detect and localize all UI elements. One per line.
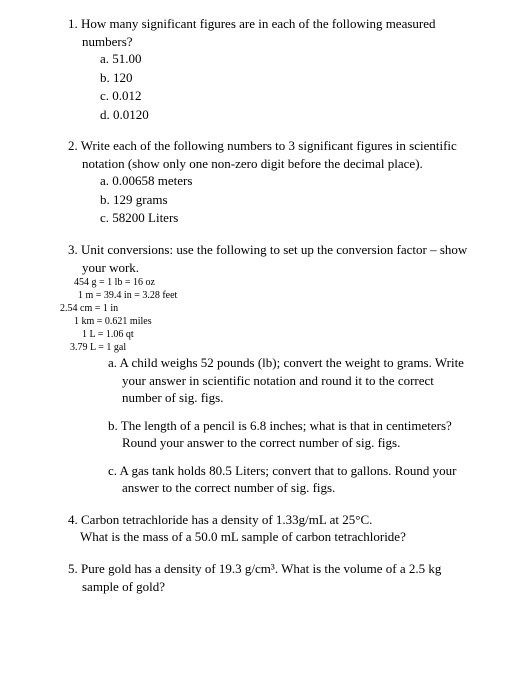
q1-d: d. 0.0120 (100, 106, 474, 124)
q2-subitems: a. 0.00658 meters b. 129 grams c. 58200 … (40, 172, 474, 227)
q1-a: a. 51.00 (100, 50, 474, 68)
q1-prompt: 1. How many significant figures are in e… (40, 15, 474, 50)
question-3: 3. Unit conversions: use the following t… (40, 241, 474, 497)
conv-2: 1 m = 39.4 in = 3.28 feet (60, 289, 474, 302)
conv-5: 1 L = 1.06 qt (60, 328, 474, 341)
q4-sub: What is the mass of a 50.0 mL sample of … (40, 528, 474, 546)
q3-prompt: 3. Unit conversions: use the following t… (40, 241, 474, 276)
q5-prompt: 5. Pure gold has a density of 19.3 g/cm³… (40, 560, 474, 595)
q2-b: b. 129 grams (100, 191, 474, 209)
question-4: 4. Carbon tetrachloride has a density of… (40, 511, 474, 546)
question-5: 5. Pure gold has a density of 19.3 g/cm³… (40, 560, 474, 595)
conversion-factors: 454 g = 1 lb = 16 oz 1 m = 39.4 in = 3.2… (40, 276, 474, 354)
q1-subitems: a. 51.00 b. 120 c. 0.012 d. 0.0120 (40, 50, 474, 123)
q4-prompt: 4. Carbon tetrachloride has a density of… (40, 511, 474, 529)
q2-a: a. 0.00658 meters (100, 172, 474, 190)
conv-4: 1 km = 0.621 miles (60, 315, 474, 328)
q3-a: a. A child weighs 52 pounds (lb); conver… (108, 354, 474, 407)
conv-1: 454 g = 1 lb = 16 oz (60, 276, 474, 289)
conv-3: 2.54 cm = 1 in (60, 302, 474, 315)
q1-b: b. 120 (100, 69, 474, 87)
spacer (108, 452, 474, 462)
q3-b: b. The length of a pencil is 6.8 inches;… (108, 417, 474, 452)
conv-6: 3.79 L = 1 gal (60, 341, 474, 354)
q3-subitems: a. A child weighs 52 pounds (lb); conver… (40, 354, 474, 497)
worksheet-page: 1. How many significant figures are in e… (0, 0, 514, 624)
question-2: 2. Write each of the following numbers t… (40, 137, 474, 227)
q1-c: c. 0.012 (100, 87, 474, 105)
spacer (108, 407, 474, 417)
q2-c: c. 58200 Liters (100, 209, 474, 227)
q3-c: c. A gas tank holds 80.5 Liters; convert… (108, 462, 474, 497)
question-1: 1. How many significant figures are in e… (40, 15, 474, 123)
q2-prompt: 2. Write each of the following numbers t… (40, 137, 474, 172)
